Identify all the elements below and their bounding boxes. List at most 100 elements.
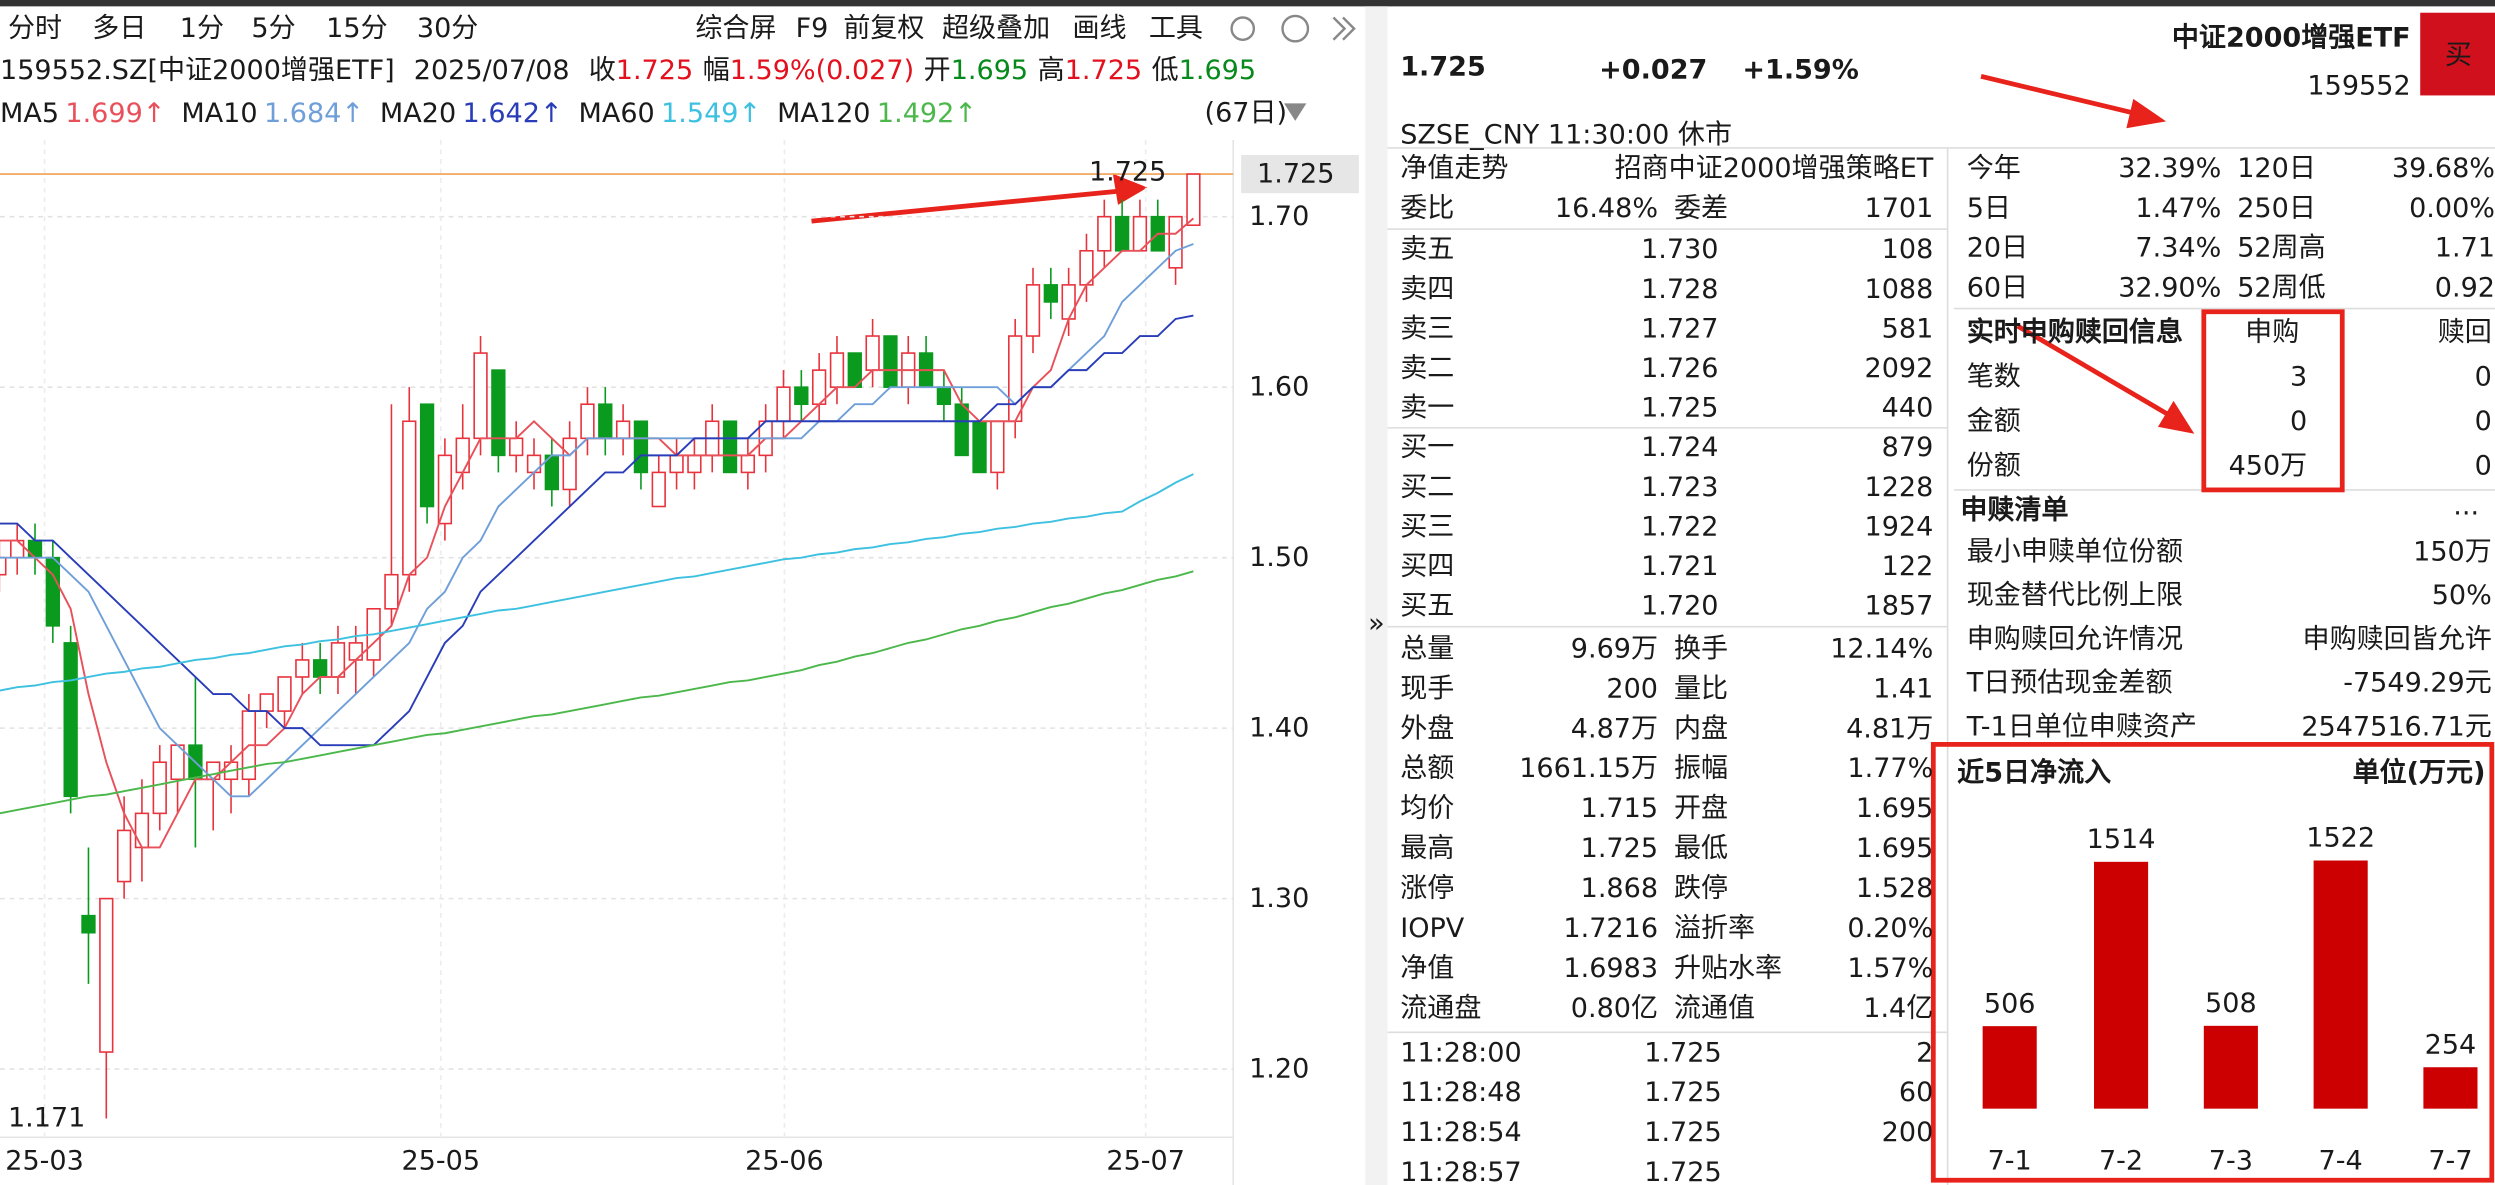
candle-body bbox=[936, 386, 952, 406]
toolbar-tab[interactable]: 5分 bbox=[251, 13, 295, 44]
x-tick-label: 25-05 bbox=[401, 1146, 480, 1177]
toolbar-tab[interactable]: 1分 bbox=[180, 13, 224, 44]
column-header: 赎回 bbox=[2438, 317, 2492, 348]
book-label: 卖一 bbox=[1400, 393, 1454, 424]
security-code: 159552 bbox=[2307, 70, 2410, 101]
more-icon[interactable] bbox=[1332, 16, 1347, 41]
candle-body bbox=[669, 454, 684, 474]
bar bbox=[2094, 861, 2149, 1109]
row-label: 120日 bbox=[2237, 153, 2316, 184]
ma-line bbox=[0, 314, 1194, 747]
toolbar-button[interactable]: 工具 bbox=[1149, 13, 1203, 44]
annotations bbox=[811, 74, 2495, 1183]
ma-line bbox=[0, 570, 1194, 815]
book-label: 买四 bbox=[1400, 551, 1454, 582]
bar bbox=[2203, 1025, 2258, 1109]
candle-body bbox=[348, 642, 363, 661]
info-item: 收 bbox=[589, 54, 616, 85]
row-label: T日预估现金差额 bbox=[1966, 668, 2173, 699]
candle-body bbox=[615, 420, 631, 440]
market-status: SZSE_CNY 11:30:00 休市 bbox=[1400, 120, 1732, 151]
candle-body bbox=[722, 420, 738, 474]
info-item: 低 bbox=[1152, 54, 1179, 85]
book-price: 1.725 bbox=[1641, 393, 1718, 424]
candle-body bbox=[633, 420, 649, 474]
toolbar-button[interactable]: F9 bbox=[796, 13, 829, 44]
row-value: 0 bbox=[2475, 361, 2492, 392]
bar-category: 7-7 bbox=[2428, 1146, 2472, 1177]
bar-category: 7-2 bbox=[2099, 1146, 2143, 1177]
x-tick-label: 25-06 bbox=[745, 1146, 824, 1177]
book-label: 卖五 bbox=[1400, 234, 1454, 265]
ma-line bbox=[0, 243, 1194, 798]
candle-body bbox=[1025, 284, 1041, 337]
row-value: 1.695 bbox=[1856, 833, 1933, 864]
toolbar-button[interactable]: 画线 bbox=[1072, 13, 1126, 44]
trade-time: 11:28:00 bbox=[1400, 1037, 1521, 1068]
buy-button[interactable] bbox=[2420, 12, 2495, 96]
row-value: 1.4亿 bbox=[1863, 993, 1933, 1024]
row-value: 32.90% bbox=[2118, 272, 2221, 303]
period-selector[interactable]: (67日) bbox=[1205, 97, 1288, 128]
info-item: 高 bbox=[1038, 54, 1065, 85]
bar-value-label: 254 bbox=[2425, 1029, 2477, 1060]
trade-price: 1.725 bbox=[1644, 1077, 1721, 1108]
candle-body bbox=[990, 420, 1005, 474]
more-button[interactable]: ... bbox=[2453, 490, 2479, 521]
more-icon[interactable] bbox=[1342, 16, 1356, 41]
candle-body bbox=[580, 403, 595, 440]
price-tag-text: 1.725 bbox=[1257, 159, 1334, 190]
toolbar-button[interactable]: 前复权 bbox=[843, 13, 924, 44]
row-label: 申购赎回允许情况 bbox=[1967, 624, 2183, 655]
trade-time: 11:28:57 bbox=[1400, 1157, 1521, 1185]
row-label: 笔数 bbox=[1967, 361, 2021, 392]
row-label: 总额 bbox=[1400, 753, 1454, 784]
divider[interactable] bbox=[1365, 6, 1388, 1185]
toolbar-button[interactable]: 综合屏 bbox=[695, 13, 776, 44]
toolbar-button[interactable]: 超级叠加 bbox=[942, 13, 1050, 44]
book-price: 1.727 bbox=[1641, 313, 1718, 344]
candle-body bbox=[509, 437, 524, 457]
row-value: 1.715 bbox=[1581, 793, 1658, 824]
info-item: 幅 bbox=[703, 54, 730, 85]
quote-price: 1.725 bbox=[1400, 51, 1486, 82]
toolbar-tab[interactable]: 多日 bbox=[92, 13, 146, 44]
y-tick-label: 1.20 bbox=[1249, 1054, 1309, 1085]
book-label: 买二 bbox=[1400, 472, 1454, 503]
candle-body bbox=[829, 352, 845, 388]
book-price: 1.724 bbox=[1641, 432, 1718, 463]
candle-body bbox=[437, 454, 453, 525]
bar-category: 7-4 bbox=[2319, 1146, 2363, 1177]
bar-category: 7-3 bbox=[2209, 1146, 2253, 1177]
candle-body bbox=[402, 420, 417, 576]
toolbar-tab[interactable]: 30分 bbox=[417, 13, 478, 44]
y-tick-label: 1.40 bbox=[1249, 713, 1309, 744]
collapse-handle[interactable]: » bbox=[1368, 608, 1385, 639]
candle-body bbox=[259, 693, 274, 712]
legend-name: MA5 bbox=[0, 97, 59, 128]
settings-icon[interactable] bbox=[1230, 16, 1256, 41]
candle-body bbox=[1097, 215, 1112, 252]
row-value: 0 bbox=[2475, 451, 2492, 482]
candle-body bbox=[473, 352, 488, 440]
row-value: 1.528 bbox=[1856, 873, 1933, 904]
trade-price: 1.725 bbox=[1644, 1157, 1721, 1185]
candle-body bbox=[295, 659, 310, 678]
candle-body bbox=[1061, 284, 1076, 320]
row-value: 1701 bbox=[1864, 193, 1933, 224]
book-price: 1.721 bbox=[1641, 551, 1718, 582]
toolbar-tab[interactable]: 15分 bbox=[326, 13, 387, 44]
row-label: 20日 bbox=[1967, 233, 2028, 264]
y-tick-label: 1.30 bbox=[1249, 883, 1309, 914]
candle-body bbox=[598, 403, 613, 440]
row-label: 流通盘 bbox=[1400, 993, 1481, 1024]
trade-volume: 2 bbox=[1916, 1037, 1933, 1068]
candle-body bbox=[27, 539, 43, 559]
row-label: 换手 bbox=[1674, 633, 1728, 664]
row-value: 0.00% bbox=[2409, 193, 2495, 224]
buy-label[interactable]: 买 bbox=[2445, 40, 2472, 71]
toolbar-tab[interactable]: 分时 bbox=[8, 13, 62, 44]
price-tag bbox=[1241, 154, 1359, 194]
help-icon[interactable] bbox=[1281, 14, 1310, 43]
